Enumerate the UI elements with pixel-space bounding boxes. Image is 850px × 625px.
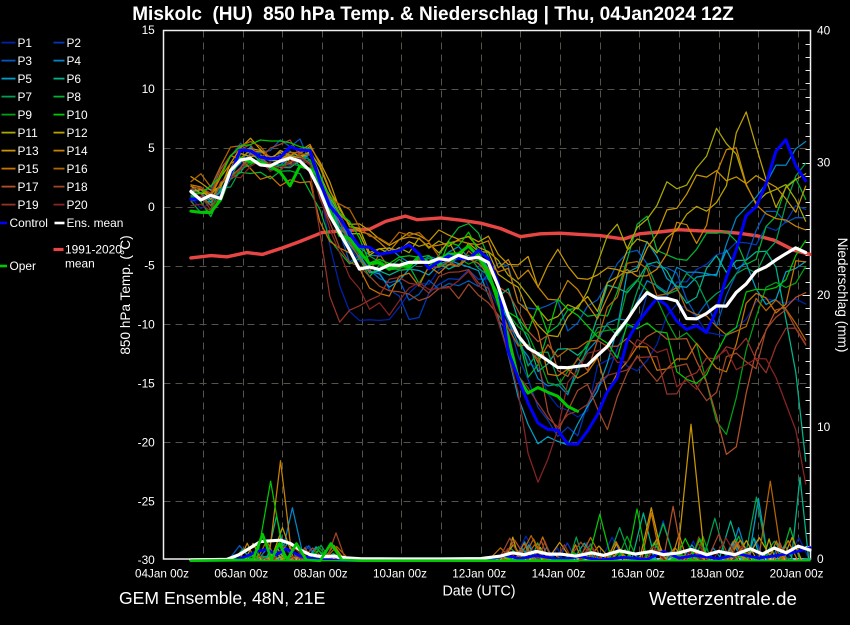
svg-text:10: 10: [817, 420, 831, 434]
svg-text:20: 20: [817, 288, 831, 302]
svg-text:P3: P3: [18, 54, 33, 68]
svg-text:P11: P11: [18, 126, 39, 140]
svg-text:14Jan 00z: 14Jan 00z: [532, 568, 586, 581]
svg-text:15: 15: [142, 23, 156, 37]
svg-text:P14: P14: [67, 144, 89, 158]
svg-text:10Jan 00z: 10Jan 00z: [373, 568, 427, 581]
svg-text:P10: P10: [67, 108, 89, 122]
svg-text:1991-2020: 1991-2020: [65, 243, 122, 257]
svg-text:GEM Ensemble, 48N, 21E: GEM Ensemble, 48N, 21E: [119, 588, 325, 608]
svg-text:Oper: Oper: [10, 259, 36, 273]
svg-text:mean: mean: [65, 256, 95, 270]
svg-text:-5: -5: [144, 259, 155, 273]
svg-text:P17: P17: [18, 180, 40, 194]
svg-text:0: 0: [148, 200, 155, 214]
svg-text:Date (UTC): Date (UTC): [442, 584, 515, 600]
svg-text:850 hPa Temp. (°C): 850 hPa Temp. (°C): [118, 235, 133, 354]
svg-text:P15: P15: [18, 162, 40, 176]
svg-text:Control: Control: [10, 216, 48, 230]
svg-text:08Jan 00z: 08Jan 00z: [294, 568, 348, 581]
svg-text:P7: P7: [18, 90, 33, 104]
svg-text:P19: P19: [18, 198, 40, 212]
svg-text:Ens. mean: Ens. mean: [67, 216, 124, 230]
svg-text:P2: P2: [67, 36, 82, 50]
svg-text:10: 10: [142, 82, 156, 96]
svg-text:-20: -20: [138, 435, 156, 449]
svg-text:0: 0: [817, 552, 824, 566]
svg-text:40: 40: [817, 24, 831, 38]
svg-text:P12: P12: [67, 126, 89, 140]
svg-text:P1: P1: [18, 36, 33, 50]
svg-text:12Jan 00z: 12Jan 00z: [452, 568, 506, 581]
svg-text:06Jan 00z: 06Jan 00z: [214, 568, 268, 581]
svg-text:P13: P13: [18, 144, 40, 158]
svg-text:04Jan 00z: 04Jan 00z: [135, 568, 189, 581]
svg-text:P4: P4: [67, 54, 82, 68]
svg-text:P8: P8: [67, 90, 82, 104]
svg-text:P9: P9: [18, 108, 33, 122]
svg-text:16Jan 00z: 16Jan 00z: [611, 568, 665, 581]
svg-text:P18: P18: [67, 180, 89, 194]
svg-text:-15: -15: [138, 377, 156, 391]
svg-text:P16: P16: [67, 162, 89, 176]
svg-text:-25: -25: [138, 494, 156, 508]
svg-text:-10: -10: [138, 318, 156, 332]
svg-text:-30: -30: [138, 553, 156, 567]
svg-text:P6: P6: [67, 72, 82, 86]
svg-text:18Jan 00z: 18Jan 00z: [690, 568, 744, 581]
svg-text:20Jan 00z: 20Jan 00z: [770, 568, 824, 581]
svg-text:Niederschlag (mm): Niederschlag (mm): [835, 238, 850, 353]
svg-text:Wetterzentrale.de: Wetterzentrale.de: [649, 588, 797, 609]
svg-text:P20: P20: [67, 198, 89, 212]
svg-text:30: 30: [817, 156, 831, 170]
svg-text:5: 5: [148, 141, 155, 155]
svg-text:P5: P5: [18, 72, 33, 86]
svg-text:Miskolc (HU) 850 hPa Temp. &: Miskolc (HU) 850 hPa Temp. & Niederschla…: [132, 4, 734, 25]
